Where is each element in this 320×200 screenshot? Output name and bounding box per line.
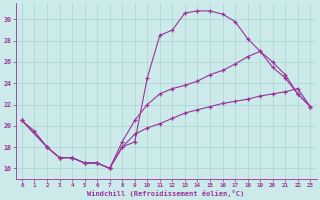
X-axis label: Windchill (Refroidissement éolien,°C): Windchill (Refroidissement éolien,°C)	[87, 190, 245, 197]
